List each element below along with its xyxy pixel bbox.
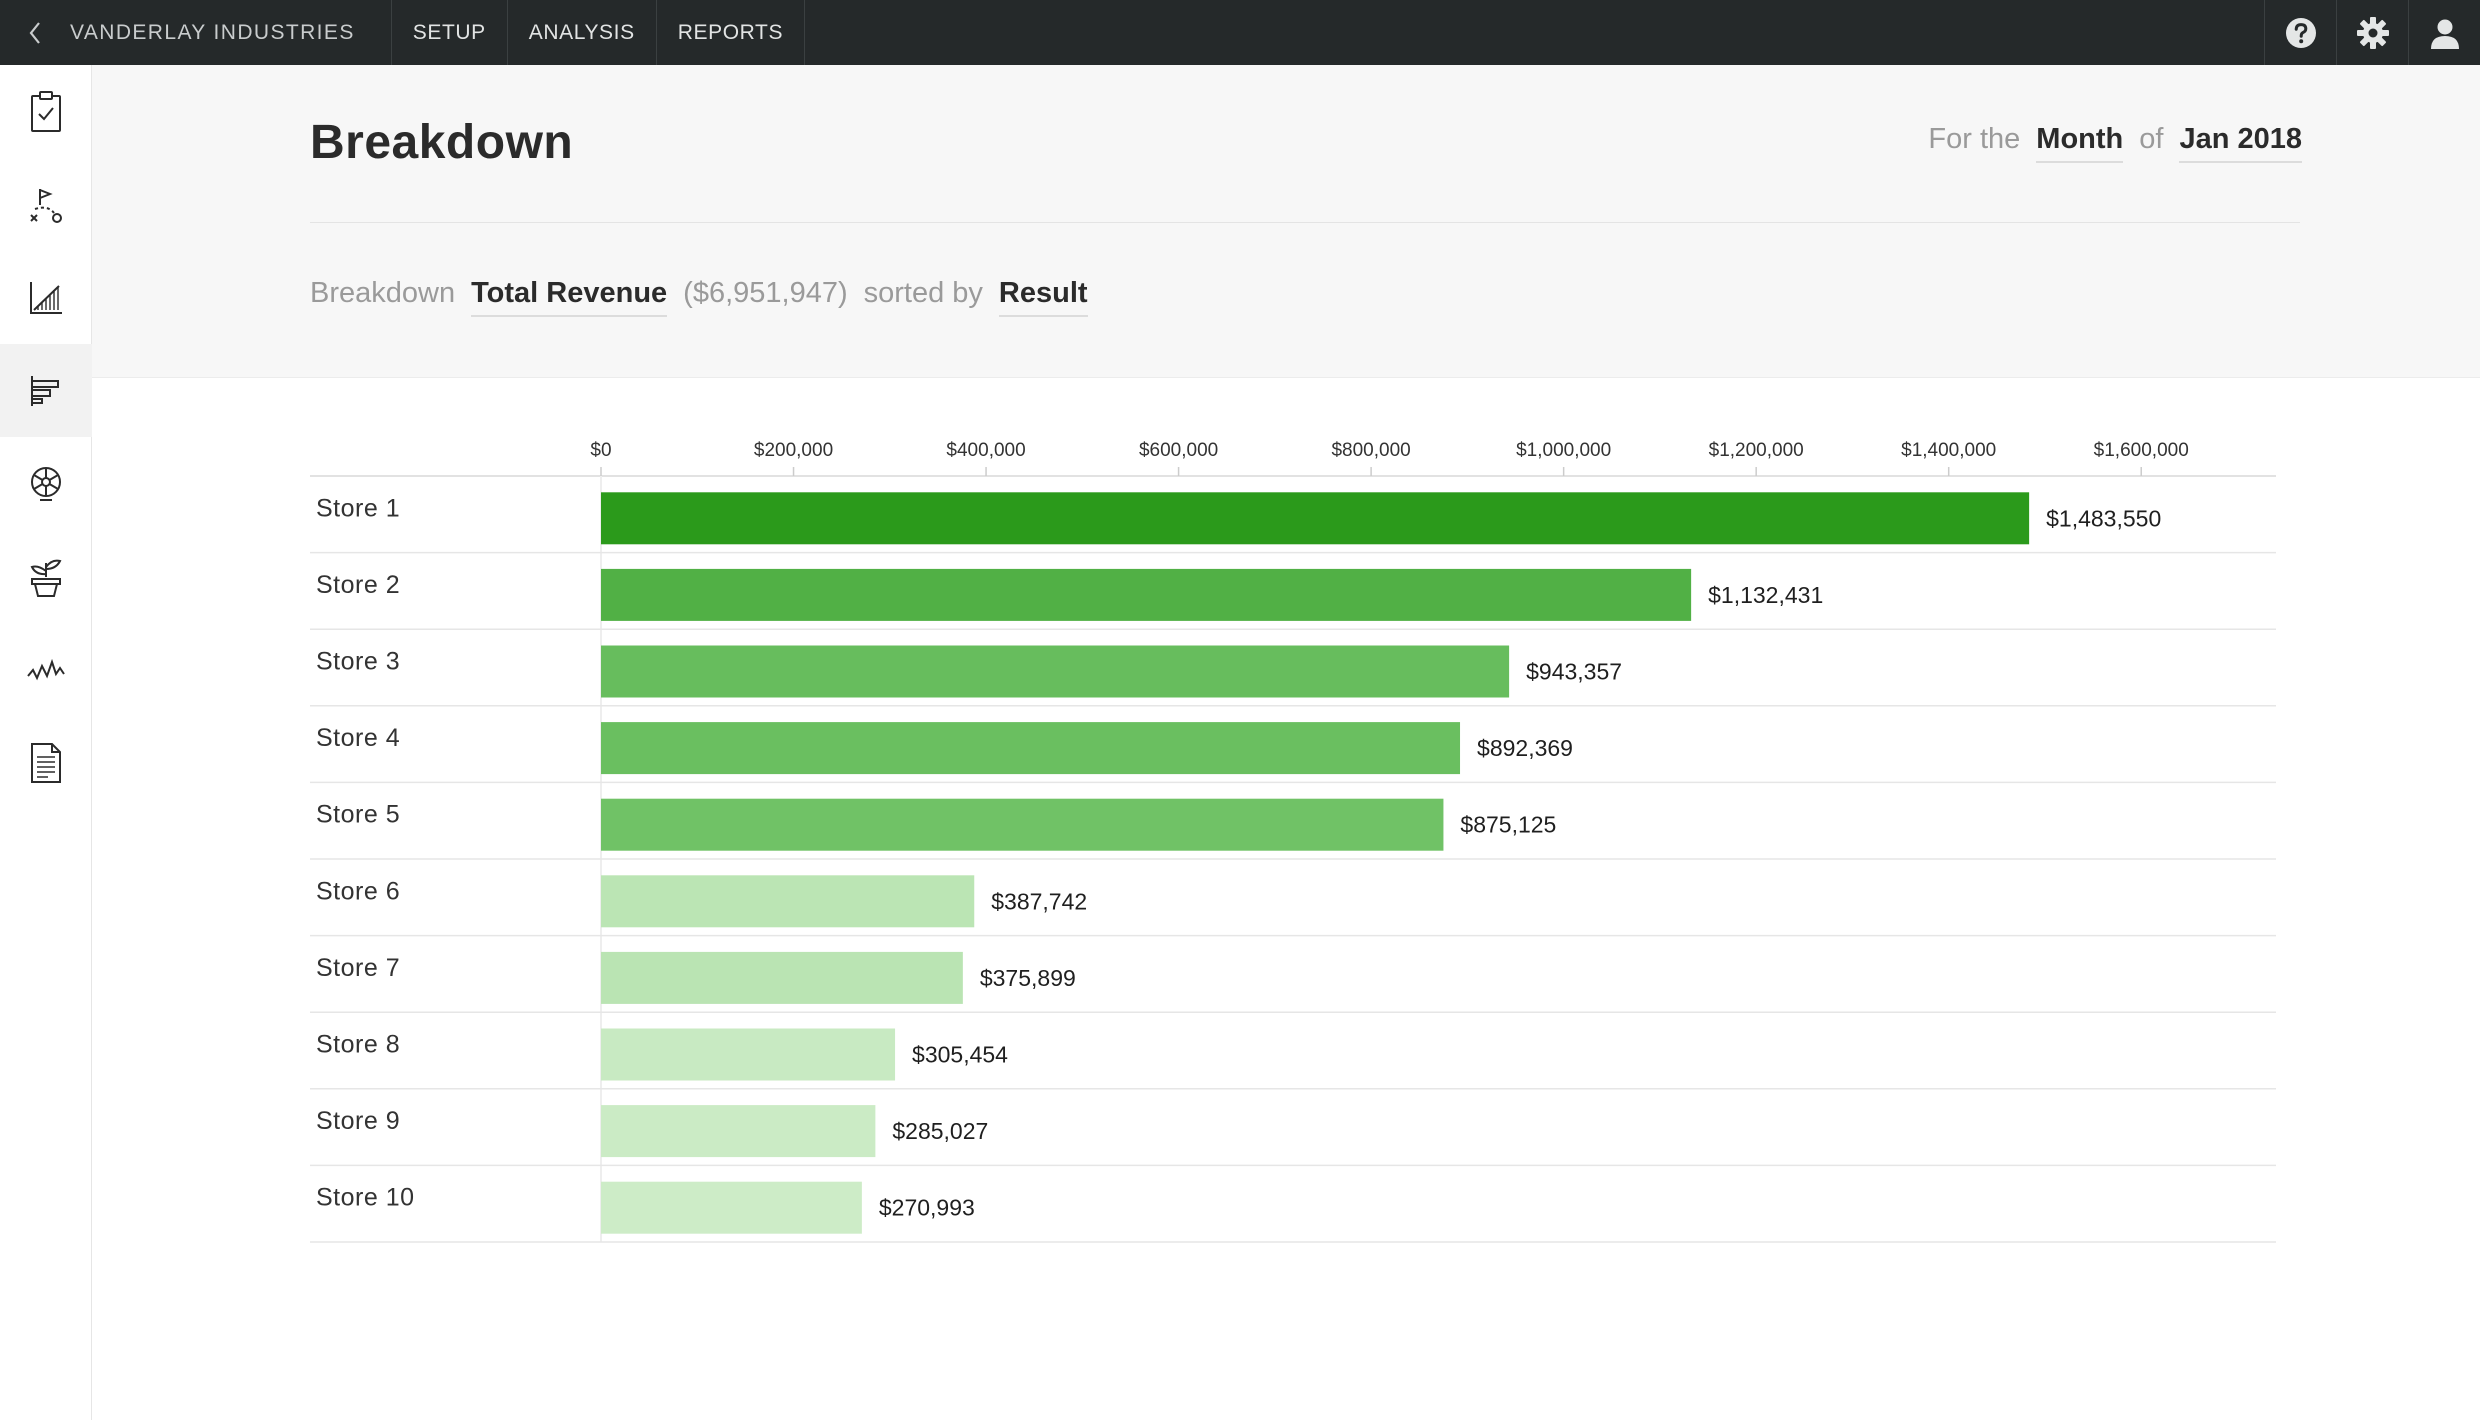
row-label: Store 2 [316,571,400,599]
help-icon [2285,17,2316,48]
chart-row: Store 7 $375,899 [310,951,2276,1013]
back-button[interactable] [0,0,70,65]
x-tick-label: $1,200,000 [1709,440,1804,461]
chart-row: Store 4 $892,369 [310,722,2276,784]
help-button[interactable] [2264,0,2336,65]
header-divider [310,222,2300,223]
aperture-icon [31,466,61,501]
x-tick-label: $400,000 [946,440,1025,461]
company-name[interactable]: VANDERLAY INDUSTRIES [70,0,392,65]
row-label: Store 8 [316,1031,400,1059]
sidebar-item-growth[interactable] [0,530,92,623]
chart-row: Store 10 $270,993 [310,1181,2276,1243]
user-icon [2430,19,2459,49]
plant-pot-icon [30,559,62,597]
bar-value-label: $387,742 [991,888,1087,914]
bar-chart-icon [31,375,59,406]
bar-value-label: $892,369 [1477,735,1573,761]
report-header: Breakdown For the Month of Jan 2018 Brea… [92,65,2480,378]
sidebar-item-activity[interactable] [0,623,92,716]
sorted-by-label: sorted by [863,277,983,309]
bar [601,645,1510,698]
nav-analysis[interactable]: ANALYSIS [508,0,657,65]
bar [601,1181,862,1234]
x-tick-label: $200,000 [754,440,833,461]
row-label: Store 3 [316,648,400,676]
row-label: Store 6 [316,877,400,905]
bar-value-label: $375,899 [980,965,1076,991]
sidebar-item-breakdown[interactable] [0,344,92,437]
row-label: Store 4 [316,724,400,752]
bar [601,492,2030,545]
sidebar-item-strategy[interactable] [0,158,92,251]
bar [601,1105,876,1158]
nav-reports[interactable]: REPORTS [657,0,806,65]
x-tick-label: $800,000 [1331,440,1410,461]
sidebar-item-reports[interactable] [0,716,92,809]
sidebar-item-trends[interactable] [0,251,92,344]
breakdown-prefix: Breakdown [310,277,456,309]
bar [601,722,1461,775]
bar-value-label: $305,454 [912,1042,1008,1068]
settings-button[interactable] [2336,0,2408,65]
document-icon [31,742,61,783]
x-tick-label: $1,400,000 [1901,440,1996,461]
sidebar-item-drivers[interactable] [0,437,92,530]
chart-row: Store 9 $285,027 [310,1105,2276,1167]
bar-value-label: $943,357 [1526,659,1622,685]
clipboard-check-icon [31,90,61,132]
activity-line-icon [27,658,65,680]
bar-value-label: $1,483,550 [2046,505,2161,531]
chart-row: Store 3 $943,357 [310,645,2276,707]
row-label: Store 9 [316,1107,400,1135]
top-bar: VANDERLAY INDUSTRIES SETUP ANALYSIS REPO… [0,0,2480,65]
bar [601,568,1692,621]
chart-row: Store 8 $305,454 [310,1028,2276,1090]
metric-dropdown[interactable]: Total Revenue [471,277,668,317]
x-tick-label: $1,600,000 [2094,440,2189,461]
bar [601,798,1444,851]
period-connector: of [2139,123,2164,155]
row-label: Store 10 [316,1184,415,1212]
x-axis: $0 $200,000 $400,000 $600,000 $800,000 $1,000… [310,440,2276,1242]
bar [601,1028,896,1081]
bar-value-label: $285,027 [892,1118,988,1144]
period-date-dropdown[interactable]: Jan 2018 [2179,123,2302,163]
sidebar [0,65,92,1420]
row-label: Store 1 [316,494,400,522]
chart-row: Store 5 $875,125 [310,798,2276,860]
chart-row: Store 6 $387,742 [310,875,2276,937]
chart-row: Store 1 $1,483,550 [310,492,2276,554]
strategy-icon [30,188,62,223]
bar-value-label: $875,125 [1460,812,1556,838]
sort-dropdown[interactable]: Result [998,277,1088,317]
period-unit-dropdown[interactable]: Month [2036,123,2124,163]
bar-value-label: $1,132,431 [1708,582,1823,608]
metric-total: ($6,951,947) [683,277,848,309]
page-title: Breakdown [310,116,574,169]
x-tick-label: $0 [590,440,611,461]
period-prefix: For the [1928,123,2021,155]
gear-icon [2356,16,2389,49]
sidebar-item-tasks[interactable] [0,65,92,158]
account-button[interactable] [2408,0,2480,65]
row-label: Store 7 [316,954,400,982]
x-tick-label: $600,000 [1139,440,1218,461]
breakdown-controls: Breakdown Total Revenue ($6,951,947) sor… [310,277,1088,317]
area-chart-icon [30,281,62,314]
nav-setup[interactable]: SETUP [392,0,508,65]
chevron-left-icon [29,21,40,44]
chart-row: Store 2 $1,132,431 [310,568,2276,630]
row-label: Store 5 [316,801,400,829]
bar-value-label: $270,993 [879,1195,975,1221]
period-selector: For the Month of Jan 2018 [1928,123,2302,163]
bar [601,875,975,928]
x-tick-label: $1,000,000 [1516,440,1611,461]
bar [601,951,963,1004]
